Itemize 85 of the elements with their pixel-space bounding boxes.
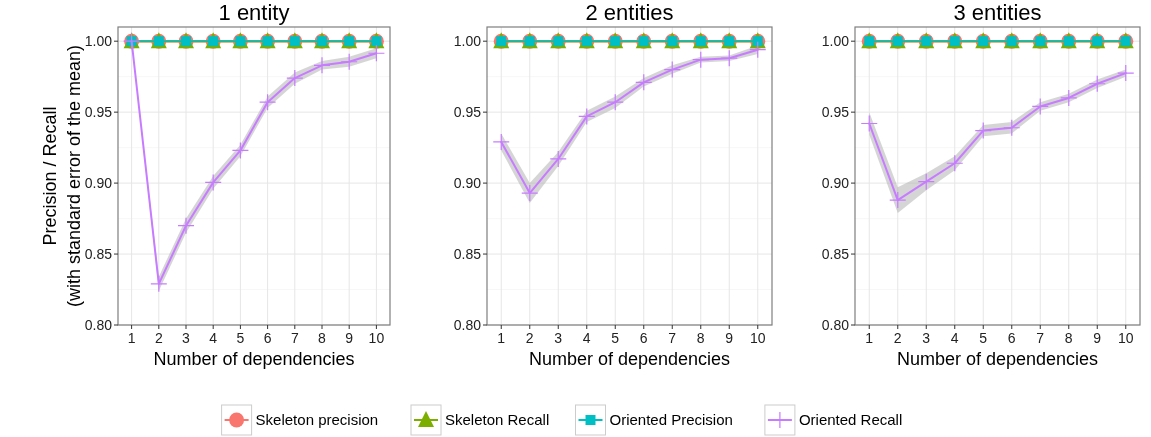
x-tick-label: 3	[922, 330, 931, 346]
x-tick-label: 5	[611, 330, 620, 346]
y-tick-label: 0.95	[821, 104, 850, 121]
point	[549, 150, 567, 168]
y-tick-label: 1.00	[453, 33, 482, 50]
x-tick-label: 1	[865, 330, 874, 346]
point	[367, 44, 385, 62]
legend-label: Skeleton precision	[255, 411, 379, 429]
y-axis-title: Precision / Recall (with standard error of the mean)	[40, 44, 84, 308]
x-tick-label: 2	[525, 330, 534, 346]
y-tick-label: 1.00	[84, 33, 113, 50]
x-tick-label: 10	[368, 330, 385, 346]
point	[1117, 64, 1135, 82]
x-tick-label: 9	[1093, 330, 1102, 346]
y-tick-label: 1.00	[821, 33, 850, 50]
point	[231, 141, 249, 160]
y-tick-label: 0.95	[453, 104, 482, 121]
point	[521, 184, 539, 202]
x-tick-label: 4	[209, 330, 218, 346]
point	[917, 173, 935, 191]
x-tick-label: 10	[749, 330, 766, 346]
y-tick-label: 0.80	[84, 316, 113, 333]
point	[177, 217, 195, 235]
x-tick-label: 4	[582, 330, 591, 346]
y-tick-label: 0.85	[84, 245, 113, 262]
x-tick-label: 8	[696, 330, 705, 346]
x-tick-label: 6	[263, 330, 272, 346]
point	[635, 73, 653, 91]
point	[606, 93, 624, 111]
y-tick-label: 0.90	[821, 175, 850, 191]
y-tick-label: 0.85	[453, 245, 482, 262]
x-tick-label: 7	[1036, 330, 1045, 346]
y-tick-label: 0.85	[821, 245, 850, 262]
x-tick-label: 8	[318, 330, 327, 346]
x-tick-label: 3	[182, 330, 191, 346]
y-tick-label: 0.90	[453, 175, 482, 191]
x-tick-label: 5	[979, 330, 988, 346]
point	[974, 121, 992, 140]
point	[749, 41, 767, 59]
point	[1031, 97, 1049, 116]
point	[286, 69, 304, 87]
point	[578, 107, 596, 125]
x-tick-label: 9	[725, 330, 734, 346]
x-tick-label: 4	[950, 330, 959, 346]
x-tick-label: 7	[668, 330, 677, 346]
point	[259, 93, 277, 111]
legend-label: Skeleton Recall	[445, 411, 550, 429]
x-axis-title: Number of dependencies	[896, 349, 1099, 369]
x-tick-label: 1	[497, 330, 506, 346]
point	[889, 191, 907, 209]
x-tick-label: 7	[290, 330, 299, 346]
point	[860, 114, 878, 133]
x-tick-label: 6	[639, 330, 648, 346]
point	[720, 49, 738, 67]
x-axis-title: Number of dependencies	[528, 349, 731, 369]
point	[946, 154, 964, 172]
point	[1088, 75, 1106, 93]
x-tick-label: 2	[154, 330, 163, 346]
legend-label: Oriented Precision	[609, 411, 733, 429]
x-tick-label: 8	[1064, 330, 1073, 346]
y-tick-label: 0.80	[453, 316, 482, 333]
y-tick-label: 0.90	[84, 175, 113, 191]
point	[313, 56, 331, 74]
point	[150, 275, 168, 293]
point	[492, 133, 510, 151]
chart-title: 3 entities	[953, 0, 1042, 25]
x-axis-title: Number of dependencies	[153, 349, 355, 369]
x-tick-label: 3	[554, 330, 563, 346]
x-tick-label: 2	[893, 330, 902, 346]
x-tick-label: 6	[1007, 330, 1016, 346]
x-tick-label: 9	[345, 330, 354, 346]
point	[663, 60, 681, 79]
chart-title: 1 entity	[218, 0, 290, 25]
point	[692, 51, 710, 69]
x-tick-label: 1	[127, 330, 136, 346]
point	[1060, 89, 1078, 107]
chart-title: 2 entities	[585, 0, 674, 25]
point	[204, 173, 222, 191]
point	[1003, 119, 1021, 137]
legend-label: Oriented Recall	[798, 411, 903, 429]
x-tick-label: 10	[1117, 330, 1134, 346]
y-tick-label: 0.95	[84, 104, 113, 121]
y-tick-label: 0.80	[821, 316, 850, 333]
x-tick-label: 5	[236, 330, 245, 346]
point	[340, 53, 358, 71]
